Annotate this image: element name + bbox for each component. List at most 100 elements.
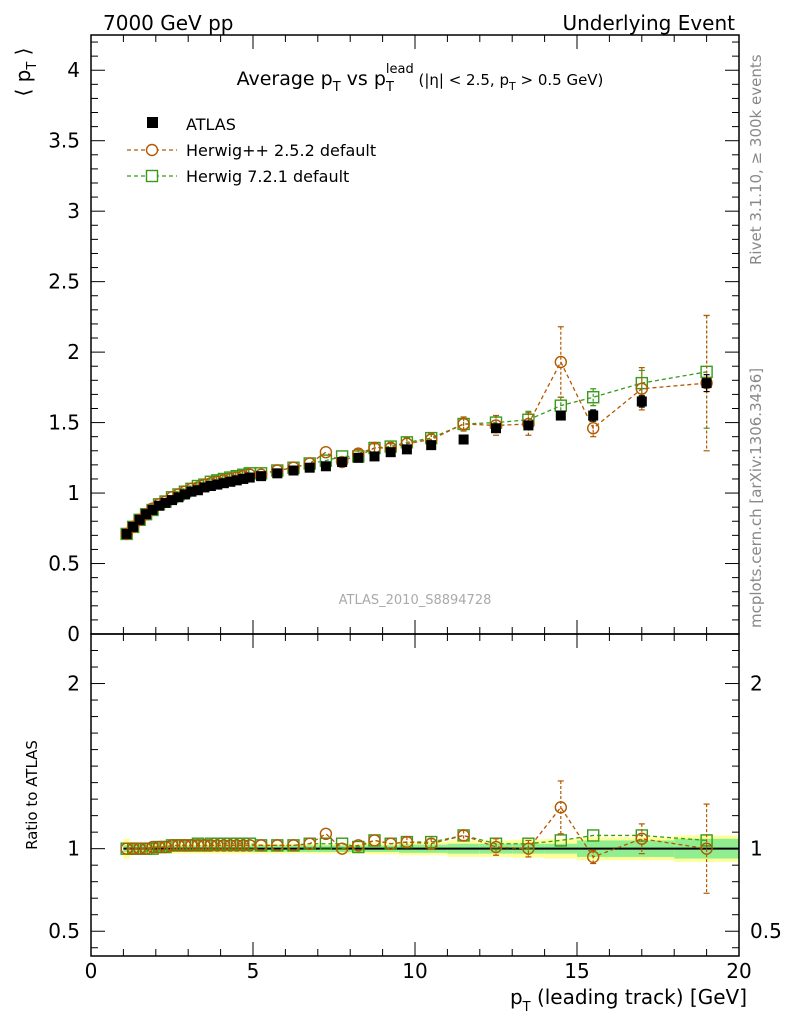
y-tick-label-top: 3.5 [48, 129, 80, 153]
series-atlas-top [121, 374, 712, 539]
herwig7-ratio-point [319, 837, 333, 850]
atlas-top-point [173, 492, 184, 503]
y-tick-label-ratio-left: 1 [67, 837, 80, 861]
atlas-top-point [426, 440, 437, 451]
ylabel-top-end: ⟩ [11, 48, 35, 62]
ylabel-top-sub: T [25, 62, 40, 71]
herwigpp-ratio-point [159, 840, 172, 854]
herwig7-top-line [126, 371, 707, 535]
xlabel-rest: (leading track) [GeV] [531, 985, 747, 1009]
atlas-top-point [401, 444, 412, 455]
herwigpp-ratio-point [554, 801, 567, 814]
xlabel: pT (leading track) [GeV] [510, 985, 747, 1015]
herwigpp-top-point [335, 455, 349, 469]
y-tick-label-top: 4 [67, 58, 80, 82]
y-tick-label-ratio-right: 1 [750, 837, 763, 861]
atlas-top-point [179, 489, 190, 500]
title-vs-sup: lead [386, 62, 414, 77]
herwigpp-ratio-point [587, 850, 600, 864]
atlas-top-point [272, 468, 283, 479]
herwigpp-ratio-point [198, 839, 211, 852]
title-main: Average p [237, 68, 333, 90]
atlas-top-point [491, 423, 501, 434]
legend-label-herwig7: Herwig 7.2.1 default [186, 167, 349, 186]
atlas-top-point [121, 528, 132, 539]
rivet-label: Rivet 3.1.10, ≥ 300k events [747, 54, 765, 265]
herwigpp-ratio-point [335, 842, 349, 855]
herwigpp-ratio-point [700, 842, 713, 855]
y-tick-label-top: 1 [67, 481, 80, 505]
title-vs: vs p [341, 68, 386, 90]
herwigpp-ratio-point [133, 842, 146, 855]
herwigpp-ratio-point [152, 840, 166, 854]
x-tick-label: 0 [85, 959, 98, 983]
atlas-top-point [244, 472, 255, 483]
herwigpp-top-point [457, 417, 470, 431]
herwigpp-ratio-point [635, 832, 648, 845]
herwigpp-top-point [319, 445, 333, 459]
ylabel-top-a: ⟨ p [11, 70, 35, 97]
atlas-top-point [160, 497, 171, 508]
herwigpp-ratio-point [287, 839, 300, 852]
title-cuts-sub: T [508, 80, 516, 93]
legend-marker-herwigpp [145, 143, 159, 157]
herwigpp-ratio-point [224, 839, 237, 852]
herwigpp-ratio-point [400, 835, 414, 849]
herwigpp-ratio-point [271, 839, 284, 852]
y-tick-label-top: 2 [67, 340, 80, 364]
herwigpp-top-point [635, 382, 648, 395]
herwigpp-ratio-point [243, 839, 256, 852]
x-tick-label: 20 [726, 959, 751, 983]
herwigpp-ratio-point [230, 839, 244, 852]
atlas-top-point [458, 434, 469, 445]
y-tick-label-top: 0 [67, 622, 80, 646]
atlas-top-point [199, 482, 210, 493]
herwigpp-ratio-point [457, 829, 470, 842]
atlas-top-point [205, 481, 216, 492]
atlas-top-point [337, 457, 348, 468]
legend: ATLAS Herwig++ 2.5.2 default Herwig 7.2.… [127, 115, 376, 186]
herwig7-top-point [554, 399, 567, 412]
herwig7-ratio-line [126, 834, 707, 850]
herwigpp-ratio-point [217, 839, 231, 852]
herwigpp-ratio-point [178, 839, 192, 852]
title-cuts-a: (|η| < 2.5, p [414, 71, 509, 89]
title-vs-sub: T [385, 80, 394, 95]
herwigpp-ratio-point [352, 839, 365, 852]
herwigpp-ratio-point [319, 827, 333, 841]
atlas-top-point [154, 500, 165, 511]
atlas-top-point [636, 396, 647, 407]
herwigpp-ratio-point [303, 837, 316, 850]
y-tick-label-ratio-right: 0.5 [750, 919, 782, 943]
herwigpp-ratio-point [237, 839, 250, 852]
atlas-top-point [128, 521, 139, 532]
herwigpp-top-line [126, 360, 707, 535]
herwigpp-ratio-point [425, 837, 438, 850]
ylabel-top: ⟨ pT ⟩ [11, 48, 40, 97]
ratio-panel-frame [90, 633, 740, 957]
legend-marker-atlas [147, 117, 158, 128]
herwigpp-top-point [587, 422, 600, 435]
y-tick-label-ratio-left: 2 [67, 672, 80, 696]
herwigpp-ratio-point [139, 842, 153, 855]
herwigpp-ratio-point [368, 834, 381, 847]
atlas-top-point [369, 451, 380, 462]
herwigpp-ratio-point [185, 839, 198, 852]
header-right: Underlying Event [562, 11, 735, 35]
herwigpp-ratio-point [120, 842, 133, 855]
atlas-top-point [218, 478, 229, 489]
herwigpp-ratio-point [191, 839, 205, 852]
atlas-top-point [212, 479, 223, 490]
legend-marker-herwig7 [145, 169, 159, 183]
analysis-watermark: ATLAS_2010_S8894728 [339, 593, 492, 608]
y-tick-label-top: 3 [67, 199, 80, 223]
xlabel-a: p [510, 985, 523, 1009]
atlas-top-point [167, 495, 177, 506]
atlas-top-point [134, 514, 145, 525]
atlas-top-point [192, 485, 203, 496]
x-tick-label: 5 [247, 959, 260, 983]
herwigpp-ratio-point [146, 840, 159, 854]
atlas-top-point [225, 476, 236, 487]
atlas-top-point [147, 504, 158, 515]
atlas-top-point [555, 410, 566, 421]
